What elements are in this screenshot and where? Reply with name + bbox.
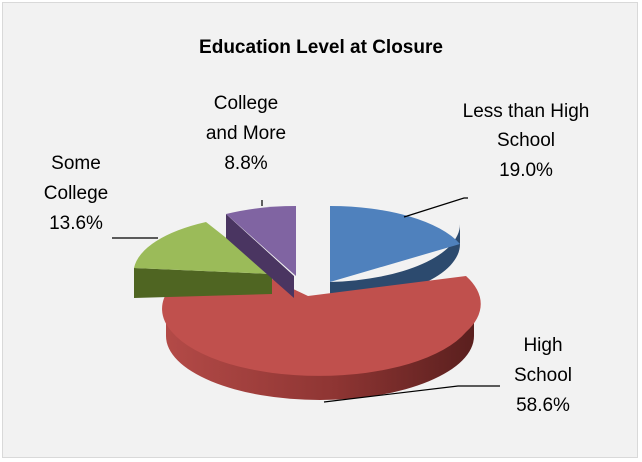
label-high-school-value: 58.6% — [516, 395, 570, 416]
pie-slice-less-than-high-school — [330, 205, 461, 302]
label-college-and-more-value: 8.8% — [224, 153, 267, 174]
label-college-and-more-line2: and More — [206, 123, 286, 144]
slice-side-some-college — [134, 268, 272, 298]
slice-side-high-school — [166, 306, 474, 400]
slice-side-less-than-high-school — [330, 224, 461, 302]
label-high-school-line2: School — [514, 365, 572, 386]
chart-title: Education Level at Closure — [199, 37, 443, 58]
slice-top-college-and-more — [226, 205, 296, 276]
slice-side-college-and-more — [226, 214, 294, 298]
label-less-than-high-school-line2: School — [497, 130, 555, 151]
slice-top-high-school — [162, 276, 481, 376]
label-high-school-line1: High — [523, 335, 562, 356]
label-some-college-line1: Some — [51, 153, 101, 174]
leader-line-high-school — [323, 385, 500, 403]
slice-top-some-college — [134, 222, 272, 274]
leader-line-less-than-high-school — [403, 197, 468, 218]
label-some-college-line2: College — [44, 183, 108, 204]
slice-top-less-than-high-school — [330, 205, 460, 282]
label-college-and-more-line1: College — [214, 93, 278, 114]
label-some-college-value: 13.6% — [49, 213, 103, 234]
pie-slice-college-and-more — [226, 205, 296, 298]
label-less-than-high-school-value: 19.0% — [499, 160, 553, 181]
pie-slice-high-school — [162, 276, 481, 400]
pie-slice-some-college — [134, 222, 272, 298]
label-less-than-high-school-line1: Less than High — [463, 101, 590, 122]
